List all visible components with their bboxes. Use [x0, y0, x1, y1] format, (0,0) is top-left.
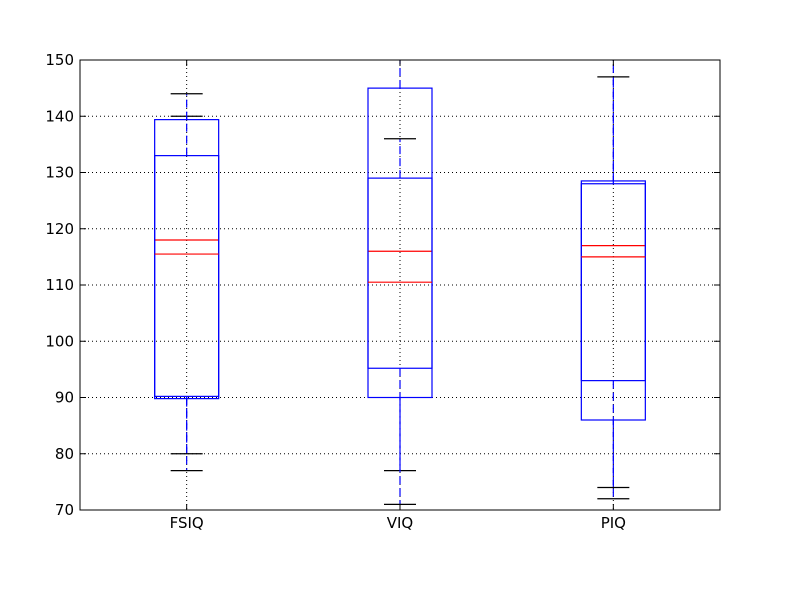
- y-tick-label: 90: [55, 389, 74, 407]
- y-tick-label: 150: [45, 51, 74, 69]
- y-tick-label: 120: [45, 220, 74, 238]
- box-fsiq-2-box: [154, 155, 220, 397]
- box-viq-1-box: [367, 87, 433, 399]
- y-tick-label: 100: [45, 332, 74, 350]
- x-tick-label: PIQ: [601, 514, 626, 532]
- y-tick-label: 140: [45, 107, 74, 125]
- box-piq-2-box: [580, 183, 646, 382]
- y-tick-label: 70: [55, 501, 74, 519]
- x-tick-label: FSIQ: [170, 514, 204, 532]
- x-tick-label: VIQ: [387, 514, 414, 532]
- y-tick-label: 130: [45, 164, 74, 182]
- y-tick-label: 80: [55, 445, 74, 463]
- box-viq-2-box: [367, 177, 433, 369]
- y-tick-label: 110: [45, 276, 74, 294]
